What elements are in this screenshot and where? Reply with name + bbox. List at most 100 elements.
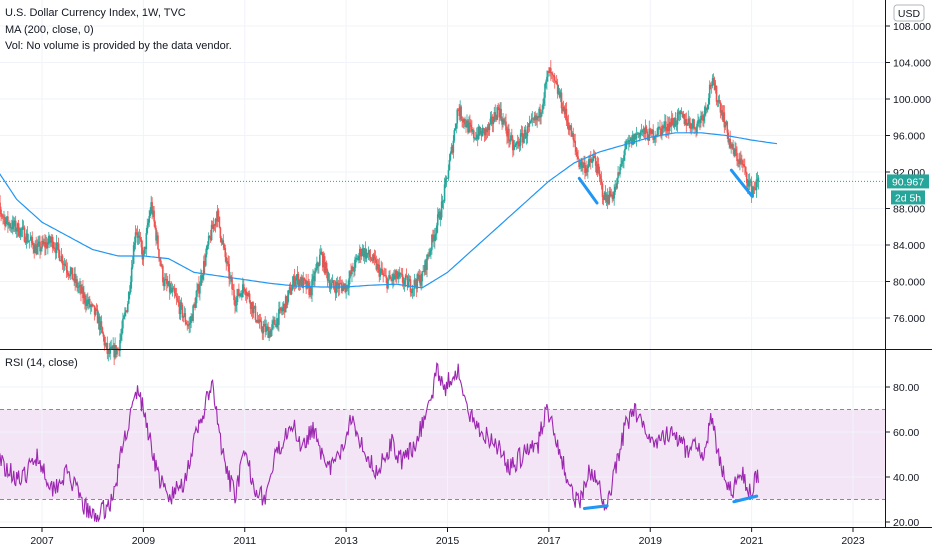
candle-body bbox=[16, 223, 19, 231]
candle-body bbox=[633, 133, 636, 144]
candle-body bbox=[240, 293, 242, 295]
candle-body bbox=[207, 235, 210, 245]
candle-body bbox=[373, 254, 376, 258]
candle-body bbox=[639, 131, 642, 137]
candle-body bbox=[637, 132, 640, 135]
candle-body bbox=[389, 275, 391, 279]
candle-body bbox=[670, 118, 673, 127]
candle-body bbox=[314, 271, 316, 282]
candle-body bbox=[495, 118, 498, 120]
candle-body bbox=[64, 263, 67, 266]
currency-button[interactable] bbox=[893, 4, 925, 22]
candle-body bbox=[366, 252, 369, 255]
candle-body bbox=[215, 218, 218, 222]
candle-body bbox=[384, 274, 386, 276]
candle-body bbox=[579, 165, 581, 168]
candle-body bbox=[71, 267, 74, 280]
candle-body bbox=[710, 85, 713, 86]
candle-body bbox=[65, 265, 68, 270]
candle-body bbox=[416, 274, 419, 289]
candle-body bbox=[610, 194, 613, 197]
candle-body bbox=[102, 333, 105, 337]
candle-body bbox=[513, 145, 516, 148]
candle-body bbox=[350, 271, 352, 275]
candle-body bbox=[264, 323, 267, 332]
candle-body bbox=[646, 131, 649, 140]
candle-body bbox=[532, 118, 535, 120]
candle-body bbox=[467, 120, 469, 133]
candle-body bbox=[473, 130, 475, 139]
price-trendline[interactable] bbox=[729, 168, 754, 198]
candle-body bbox=[491, 116, 494, 125]
candle-body bbox=[631, 134, 634, 145]
candle-body bbox=[690, 128, 692, 129]
candle-body bbox=[121, 328, 123, 335]
candle-body bbox=[376, 263, 379, 270]
candle-body bbox=[153, 210, 155, 222]
candle-body bbox=[729, 138, 731, 148]
candle-body bbox=[268, 331, 270, 338]
candle-body bbox=[396, 276, 399, 279]
price-tick-label: 80.000 bbox=[893, 277, 925, 289]
candle-body bbox=[96, 309, 99, 324]
candle-body bbox=[42, 240, 44, 245]
price-axis-ticks: 108.000104.000100.00096.00092.00088.0008… bbox=[885, 21, 931, 325]
candle-body bbox=[234, 300, 236, 307]
candle-body bbox=[461, 119, 463, 121]
candle-body bbox=[442, 200, 445, 202]
candle-body bbox=[99, 321, 102, 330]
candle-body bbox=[502, 119, 504, 125]
candle-body bbox=[203, 261, 206, 266]
candle-body bbox=[113, 345, 115, 358]
candle-body bbox=[447, 170, 450, 179]
candle-body bbox=[126, 310, 128, 312]
candle-body bbox=[61, 255, 64, 265]
candle-body bbox=[750, 181, 753, 197]
candle-body bbox=[172, 288, 175, 290]
candle-body bbox=[213, 224, 216, 226]
candle-body bbox=[83, 293, 85, 299]
candle-body bbox=[284, 296, 287, 313]
candle-body bbox=[392, 274, 394, 282]
candle-body bbox=[509, 140, 511, 142]
candle-body bbox=[590, 162, 593, 163]
candle-body bbox=[676, 112, 679, 125]
time-tick-label: 2017 bbox=[537, 535, 561, 547]
candle-body bbox=[8, 223, 10, 226]
candle-body bbox=[22, 226, 25, 228]
candle-body bbox=[260, 320, 263, 330]
candle-body bbox=[288, 287, 291, 291]
rsi-trendline[interactable] bbox=[582, 504, 609, 510]
candle-body bbox=[554, 80, 557, 83]
candle-body bbox=[116, 348, 118, 355]
candle-body bbox=[51, 236, 54, 249]
candle-body bbox=[673, 118, 676, 127]
candle-body bbox=[18, 235, 21, 237]
candle-body bbox=[69, 270, 72, 277]
candle-body bbox=[711, 78, 714, 86]
candle-body bbox=[141, 247, 144, 260]
ma-200-line bbox=[0, 132, 778, 289]
candle-body bbox=[411, 288, 414, 293]
ma-legend: MA (200, close, 0) bbox=[5, 24, 94, 36]
candle-body bbox=[174, 293, 177, 297]
candle-body bbox=[691, 123, 693, 129]
candle-body bbox=[426, 254, 428, 270]
candle-body bbox=[369, 256, 372, 259]
candle-body bbox=[480, 130, 483, 137]
candle-body bbox=[603, 192, 606, 200]
candle-body bbox=[623, 155, 625, 161]
candle-body bbox=[125, 310, 127, 313]
trendline-drawings bbox=[577, 168, 759, 510]
vol-legend: Vol: No volume is provided by the data v… bbox=[5, 40, 232, 52]
candle-body bbox=[302, 277, 305, 288]
candle-body bbox=[737, 160, 739, 162]
candle-body bbox=[150, 202, 152, 212]
candle-body bbox=[72, 279, 74, 281]
candle-body bbox=[587, 165, 589, 173]
rsi-trendline[interactable] bbox=[732, 494, 759, 504]
candle-body bbox=[331, 280, 334, 283]
candle-body bbox=[258, 319, 261, 323]
price-trendline[interactable] bbox=[577, 176, 599, 205]
